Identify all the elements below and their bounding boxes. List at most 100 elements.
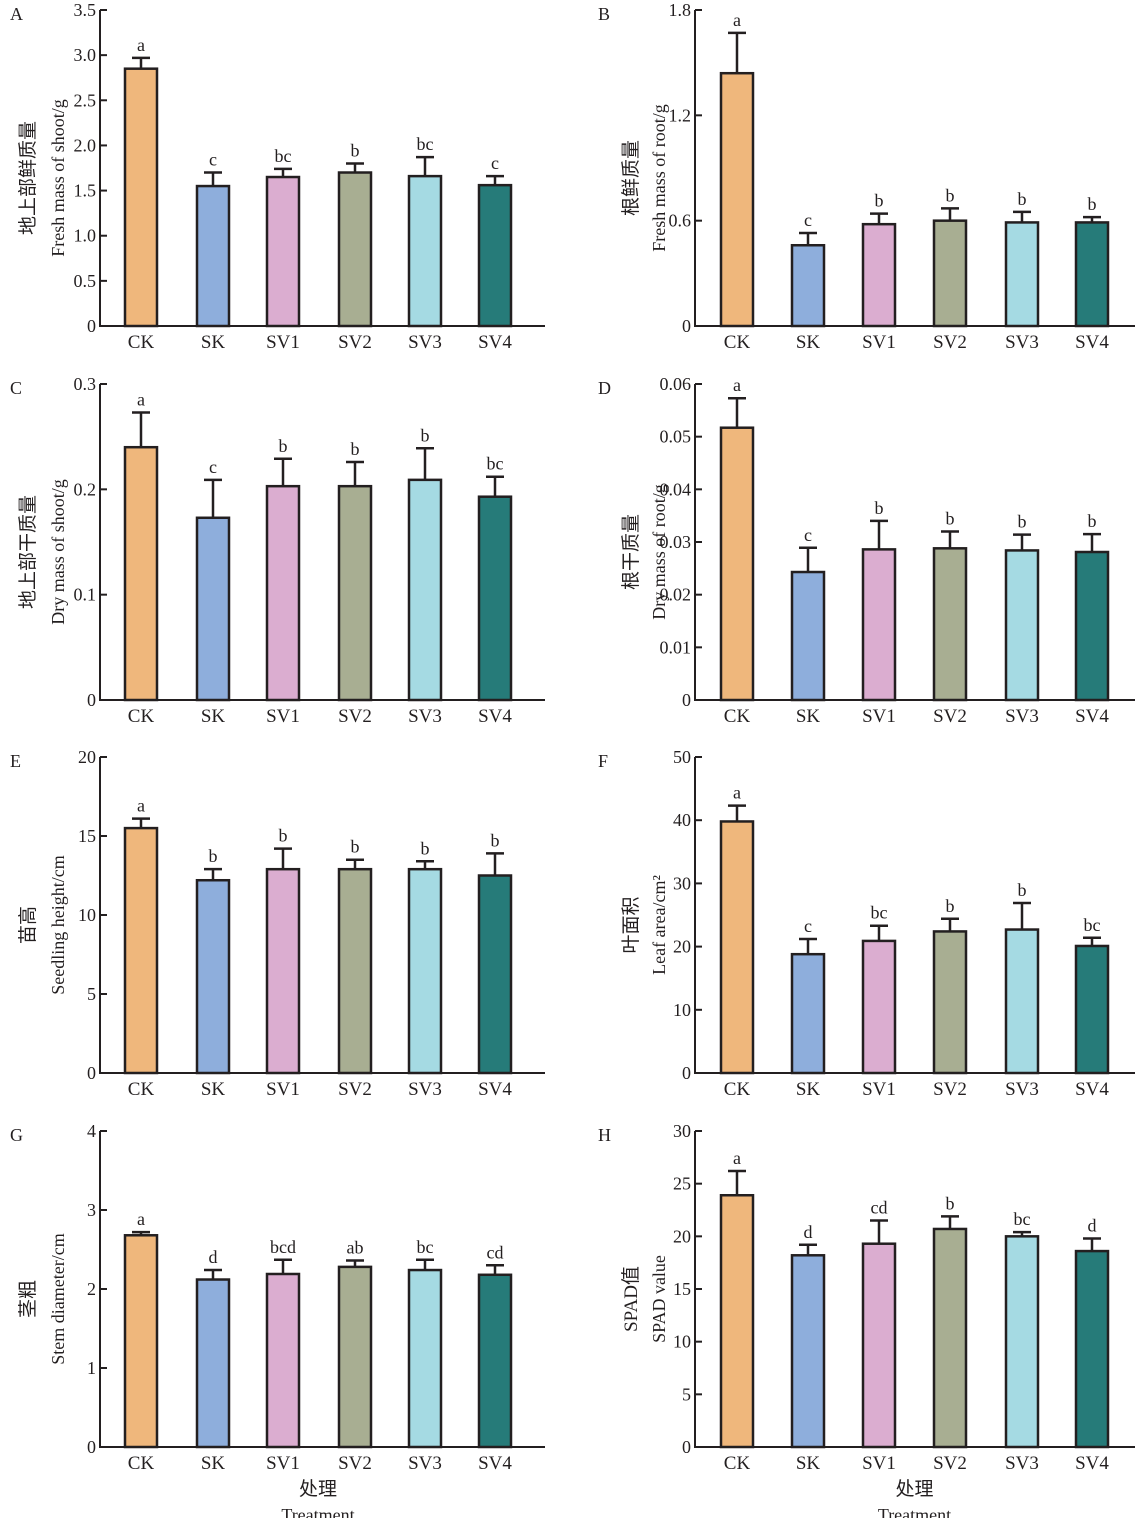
x-tick-label: SV2 <box>338 1453 372 1474</box>
x-tick-label: SV4 <box>1075 1453 1109 1474</box>
bar <box>719 1194 755 1449</box>
significance-letter: c <box>491 153 499 173</box>
bar-group-sv3: b SV3 <box>407 425 443 727</box>
bar <box>861 939 897 1075</box>
significance-letter: a <box>137 35 145 55</box>
x-tick-label: SV3 <box>1005 706 1039 727</box>
bar-group-sv4: bc SV4 <box>477 454 512 727</box>
significance-letter: a <box>137 1209 145 1229</box>
y-tick-label: 20 <box>673 1226 691 1246</box>
y-tick-label: 5 <box>682 1384 691 1404</box>
significance-letter: bc <box>417 134 434 154</box>
x-tick-label: SV4 <box>478 332 512 353</box>
bar-group-ck: a CK <box>719 375 755 727</box>
bar <box>407 1268 443 1449</box>
significance-letter: cd <box>487 1242 504 1262</box>
y-tick-label: 0 <box>87 690 96 710</box>
bar <box>195 1278 231 1449</box>
y-tick-label: 0 <box>682 316 691 336</box>
significance-letter: bc <box>417 1237 434 1257</box>
significance-letter: a <box>137 389 145 409</box>
y-tick-label: 15 <box>78 826 96 846</box>
x-axis-label-zh: 处理 <box>299 1478 337 1500</box>
x-tick-label: SK <box>201 1079 226 1100</box>
x-tick-label: SK <box>796 332 821 353</box>
panel-label: F <box>598 751 608 771</box>
x-tick-label: SV3 <box>1005 332 1039 353</box>
bar-group-sk: c SK <box>195 150 231 353</box>
panel-label: G <box>10 1125 23 1145</box>
significance-letter: cd <box>871 1198 888 1218</box>
y-tick-label: 1.0 <box>74 226 97 246</box>
y-axis-label-zh: 茎粗 <box>17 1280 39 1318</box>
panel-label: E <box>10 751 21 771</box>
y-tick-label: 2.0 <box>74 135 97 155</box>
y-tick-label: 4 <box>87 1121 96 1141</box>
bar-group-sv2: b SV2 <box>337 837 373 1100</box>
bar-group-sv3: bc SV3 <box>407 1237 443 1474</box>
bar <box>932 219 968 328</box>
bar <box>719 820 755 1075</box>
x-axis-label-en: Treatment <box>878 1505 951 1518</box>
bar-group-sv4: b SV4 <box>1074 511 1110 727</box>
significance-letter: bcd <box>270 1237 296 1257</box>
y-tick-label: 0 <box>87 1437 96 1457</box>
y-tick-label: 50 <box>673 747 691 767</box>
panel-a: Aa CK c SK bc SV1 b SV2 bc SV3 c SV4 0 0.5 1.0 1.5 2.0 2.… <box>10 0 545 353</box>
bar-group-sk: d SK <box>195 1247 231 1474</box>
y-tick-label: 0 <box>87 316 96 336</box>
bar-group-sv2: b SV2 <box>932 508 968 727</box>
x-tick-label: SK <box>796 1079 821 1100</box>
bar-group-ck: a CK <box>719 1148 755 1474</box>
bar-group-ck: a CK <box>123 1209 159 1474</box>
bar <box>932 547 968 702</box>
bar <box>719 426 755 702</box>
bar <box>790 570 826 702</box>
x-tick-label: CK <box>724 1079 751 1100</box>
x-tick-label: SV3 <box>408 1079 442 1100</box>
bar <box>1074 550 1110 702</box>
y-tick-label: 10 <box>673 1000 691 1020</box>
panel-label: B <box>598 4 610 24</box>
x-tick-label: SV2 <box>338 332 372 353</box>
x-tick-label: SK <box>201 706 226 727</box>
significance-letter: b <box>1088 511 1097 531</box>
bar-group-ck: a CK <box>719 783 755 1100</box>
bar-group-sk: d SK <box>790 1222 826 1474</box>
bar <box>1004 928 1040 1075</box>
x-tick-label: SV1 <box>266 1453 300 1474</box>
bar <box>477 1273 513 1449</box>
bar-group-sv1: cd SV1 <box>861 1198 897 1474</box>
y-axis-label-en: Dry mass of shoot/g <box>48 479 68 625</box>
x-tick-label: SV4 <box>1075 332 1109 353</box>
x-tick-label: SK <box>796 1453 821 1474</box>
bar-group-sv1: bcd SV1 <box>265 1237 301 1474</box>
y-axis-label-en: Dry mass of root/g <box>649 484 669 619</box>
x-tick-label: SV1 <box>862 706 896 727</box>
bar <box>123 1234 159 1449</box>
x-tick-label: CK <box>724 332 751 353</box>
bar <box>861 1242 897 1449</box>
panel-label: D <box>598 378 611 398</box>
y-tick-label: 0.1 <box>74 585 97 605</box>
bar-group-sv1: bc SV1 <box>861 903 897 1100</box>
bar <box>861 222 897 328</box>
significance-letter: bc <box>487 454 504 474</box>
significance-letter: c <box>209 150 217 170</box>
bar <box>1004 221 1040 328</box>
y-tick-label: 30 <box>673 873 691 893</box>
bar-group-sv4: cd SV4 <box>477 1242 513 1474</box>
x-tick-label: SV3 <box>1005 1079 1039 1100</box>
bar-group-sv4: c SV4 <box>477 153 512 353</box>
y-tick-label: 30 <box>673 1121 691 1141</box>
y-axis-label-en: Fresh mass of shoot/g <box>48 99 68 257</box>
bar-group-sv1: b SV1 <box>265 826 301 1100</box>
bar-group-ck: a CK <box>719 10 755 353</box>
bar-group-sk: c SK <box>790 525 826 727</box>
x-tick-label: SV4 <box>1075 1079 1109 1100</box>
x-tick-label: SV2 <box>338 706 372 727</box>
significance-letter: bc <box>871 903 888 923</box>
bar <box>932 930 968 1075</box>
